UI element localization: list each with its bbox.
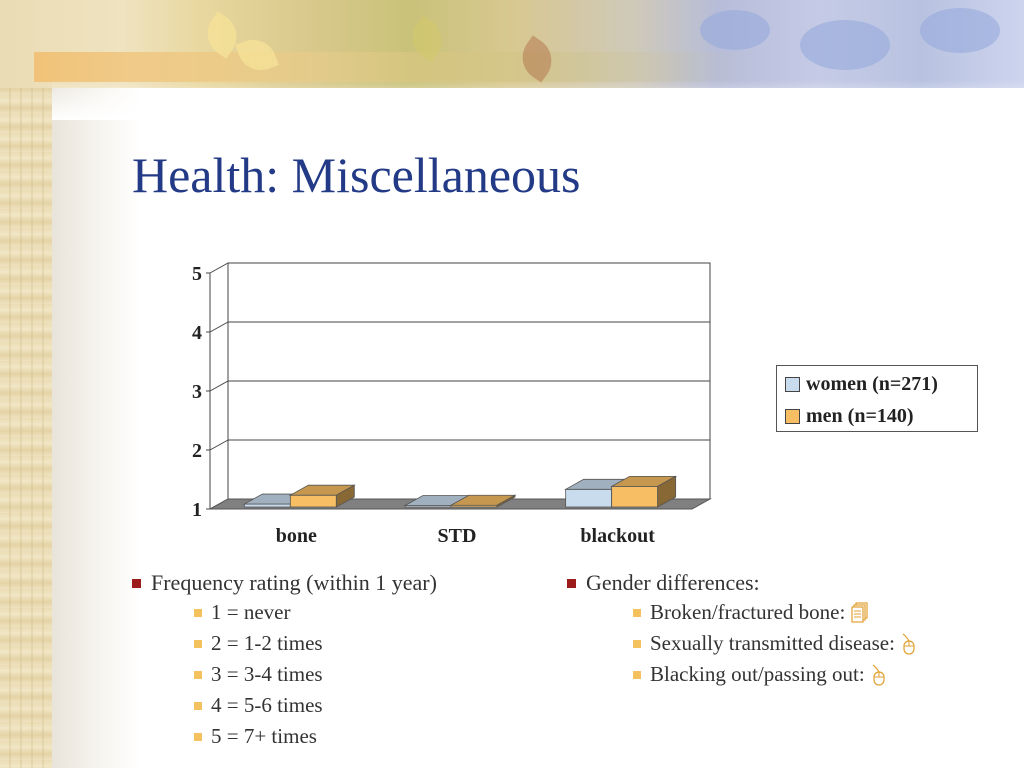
list-item: 2 = 1-2 times <box>132 628 437 659</box>
frequency-list: Frequency rating (within 1 year) 1 = nev… <box>132 569 437 752</box>
gender-heading-item: Gender differences: <box>567 569 917 597</box>
bullet-square-icon <box>194 670 202 679</box>
slide-title: Health: Miscellaneous <box>132 147 581 203</box>
y-grid-side <box>209 439 229 451</box>
document-stack-icon <box>851 601 868 623</box>
chart-legend: women (n=271) men (n=140) <box>776 365 978 432</box>
y-tick-label: 2 <box>192 440 202 462</box>
legend-label-women: women (n=271) <box>806 372 938 395</box>
frequency-heading: Frequency rating (within 1 year) <box>151 570 437 595</box>
bar-women-blackout <box>565 488 613 508</box>
list-item-text: Broken/fractured bone: <box>650 600 846 624</box>
list-item-text: Sexually transmitted disease: <box>650 631 895 655</box>
list-item: 5 = 7+ times <box>132 721 437 752</box>
gender-heading: Gender differences: <box>586 570 760 595</box>
bullet-square-icon <box>194 732 202 741</box>
list-item: Blacking out/passing out: <box>567 659 917 690</box>
legend-swatch-women <box>785 376 800 392</box>
list-item: Sexually transmitted disease: <box>567 628 917 659</box>
blue-shape <box>920 8 1000 53</box>
list-item-text: 4 = 5-6 times <box>211 693 323 717</box>
bar-women-bone <box>243 503 291 508</box>
legend-swatch-men <box>785 408 800 424</box>
list-item: 3 = 3-4 times <box>132 659 437 690</box>
y-tick-label: 1 <box>192 499 202 521</box>
bullet-square-icon <box>194 701 202 710</box>
bullet-square-icon <box>132 578 141 588</box>
x-tick-label-STD: STD <box>438 525 477 545</box>
y-tick-label: 4 <box>192 322 202 344</box>
mouse-icon <box>902 633 915 655</box>
bullet-square-icon <box>633 608 641 617</box>
left-shadow-fade <box>52 0 142 768</box>
mouse-icon <box>872 664 885 686</box>
bar-side-men-blackout <box>657 475 677 508</box>
banner-stripe <box>34 52 754 82</box>
bar-men-blackout <box>611 485 659 508</box>
left-decorative-strip <box>0 0 52 768</box>
banner-fade <box>52 80 1024 120</box>
top-decorative-banner <box>0 0 1024 88</box>
list-item-text: 1 = never <box>211 600 291 624</box>
list-item: 1 = never <box>132 597 437 628</box>
list-item-text: 2 = 1-2 times <box>211 631 323 655</box>
bullet-square-icon <box>194 639 202 648</box>
frequency-heading-item: Frequency rating (within 1 year) <box>132 569 437 597</box>
x-tick-label-blackout: blackout <box>580 525 655 545</box>
bar-side-men-STD <box>496 494 516 508</box>
legend-label-men: men (n=140) <box>806 404 914 427</box>
list-item-text: Blacking out/passing out: <box>650 662 865 686</box>
y-grid-side <box>209 262 229 274</box>
list-item: 4 = 5-6 times <box>132 690 437 721</box>
y-grid-side <box>209 380 229 392</box>
y-grid-side <box>209 321 229 333</box>
bar-chart: 1 2 3 4 5 bone STD blackout <box>192 262 712 545</box>
blue-shape <box>700 10 770 50</box>
bar-men-bone <box>289 494 337 508</box>
bar-side-men-bone <box>335 484 355 508</box>
bullet-square-icon <box>567 578 576 588</box>
legend-item-men: men (n=140) <box>785 405 914 427</box>
gender-differences-list: Gender differences: Broken/fractured bon… <box>567 569 917 690</box>
blue-shape <box>800 20 890 70</box>
y-tick-label: 3 <box>192 381 202 403</box>
x-tick-label-bone: bone <box>276 525 317 545</box>
bullet-square-icon <box>633 670 641 679</box>
bullet-square-icon <box>633 639 641 648</box>
list-item-text: 5 = 7+ times <box>211 724 317 748</box>
y-tick-label: 5 <box>192 263 202 285</box>
bullet-square-icon <box>194 608 202 617</box>
list-item-text: 3 = 3-4 times <box>211 662 323 686</box>
legend-item-women: women (n=271) <box>785 373 938 395</box>
list-item: Broken/fractured bone: <box>567 597 917 628</box>
